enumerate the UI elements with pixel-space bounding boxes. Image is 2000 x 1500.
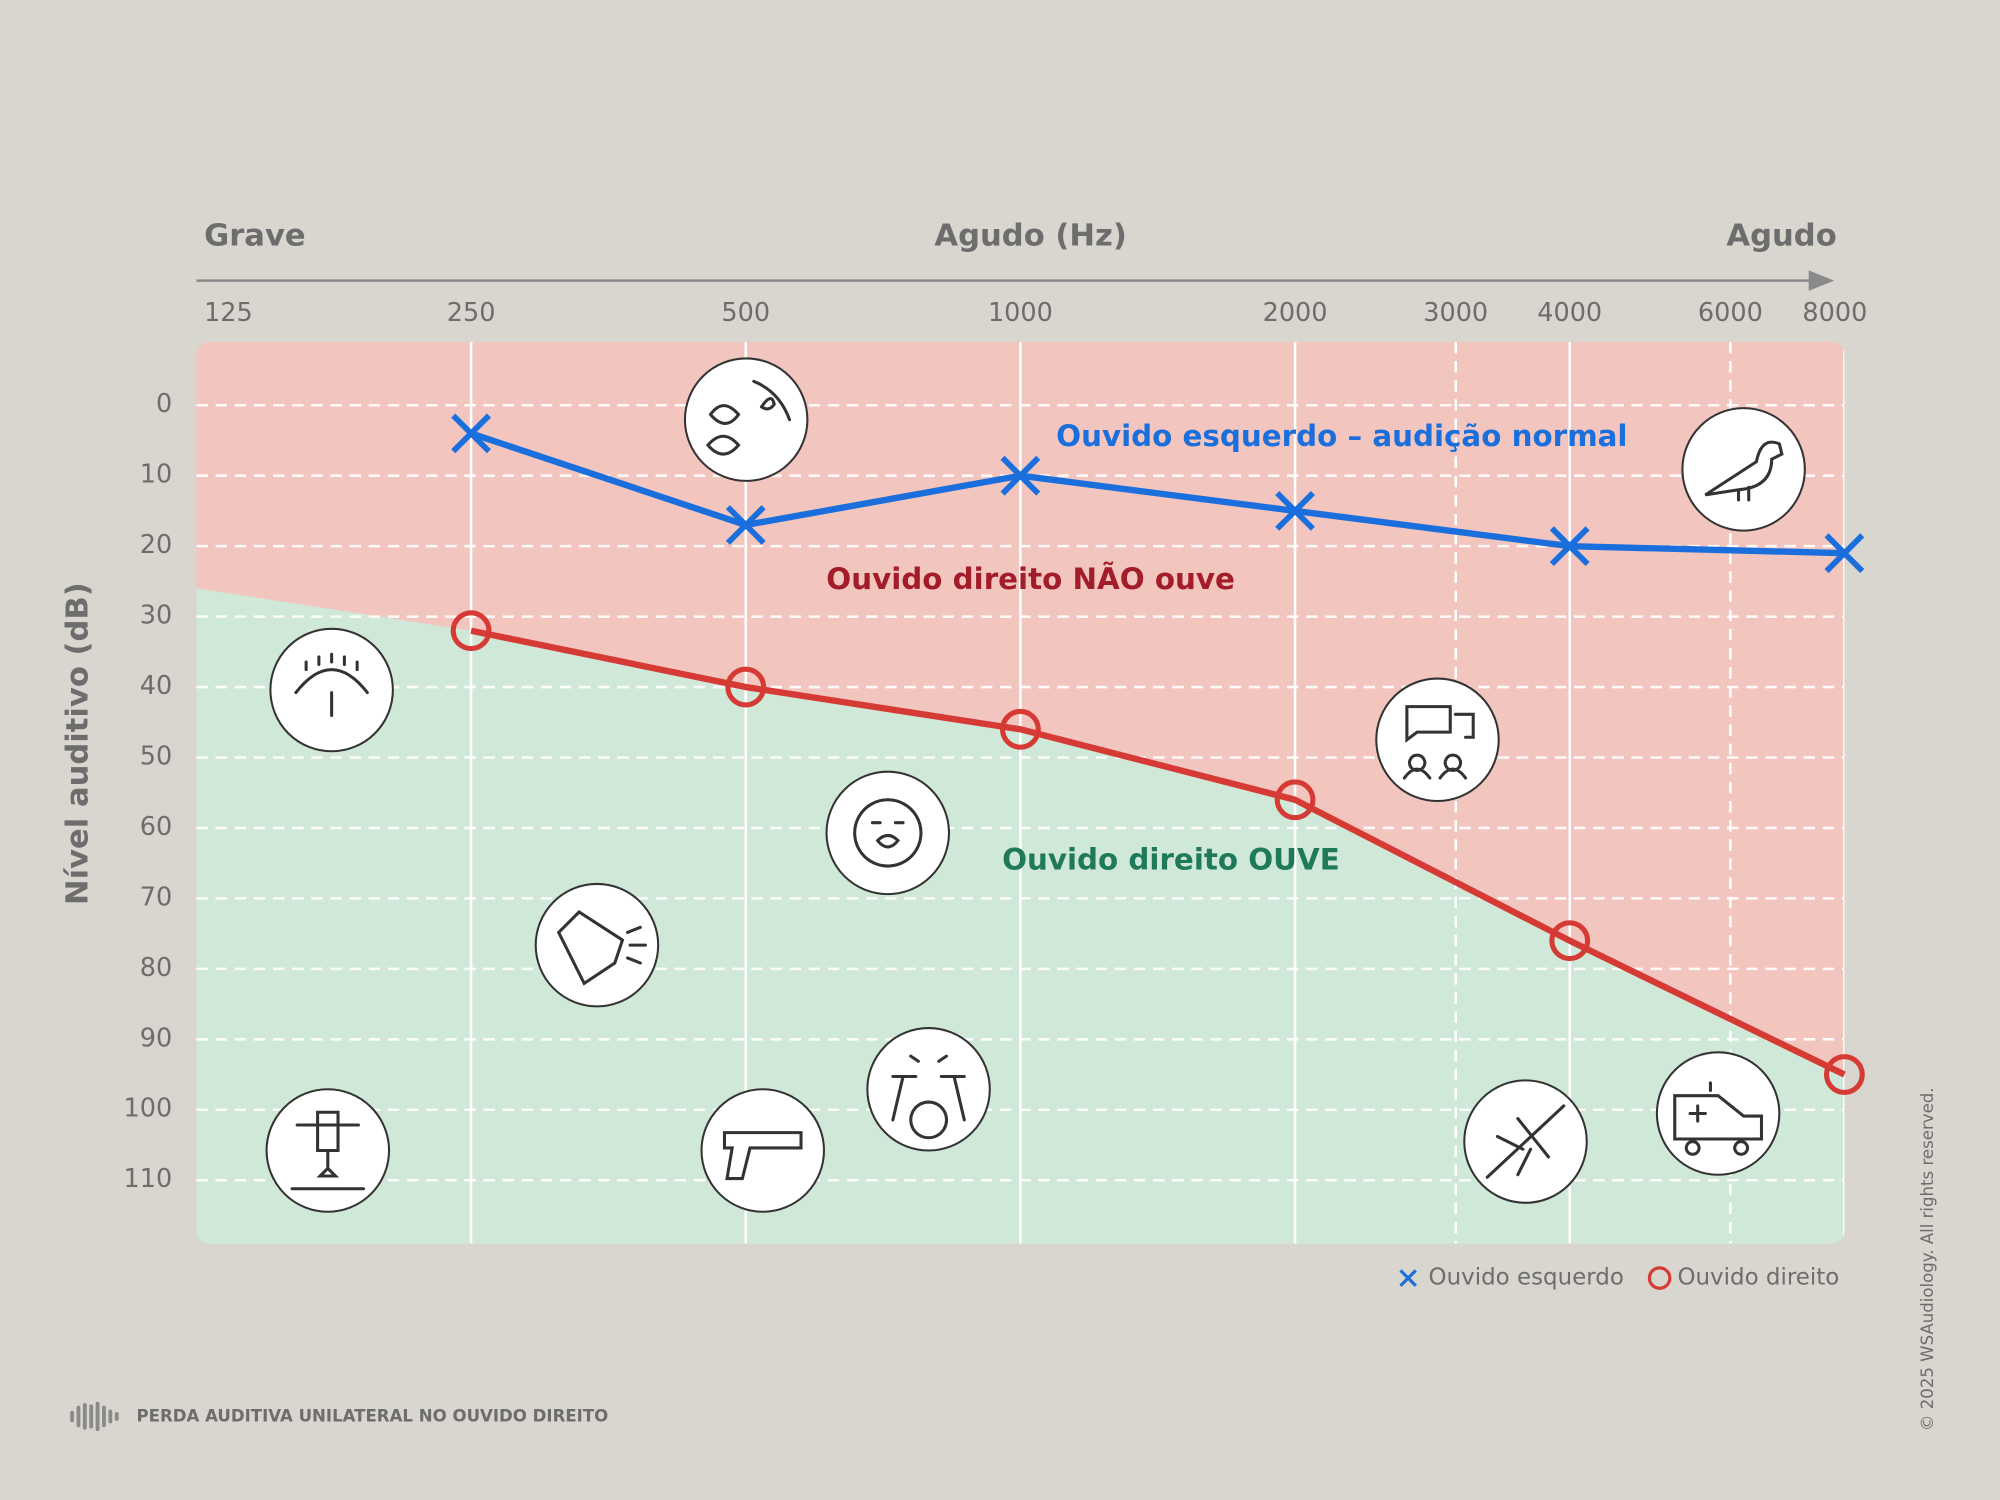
annotation: Ouvido direito NÃO ouve <box>826 560 1235 596</box>
x-tick-label: 250 <box>447 298 496 328</box>
icon-circle <box>534 882 660 1008</box>
legend-label: Ouvido direito <box>1677 1265 1839 1291</box>
icon-glyph <box>294 652 369 718</box>
y-tick-label: 30 <box>140 601 172 631</box>
copyright: © 2025 WSAudiology. All rights reserved. <box>1918 1087 1937 1431</box>
icon-circle <box>825 770 950 896</box>
icon-ambulance <box>1655 1051 1781 1176</box>
icon-circle <box>700 1088 825 1213</box>
y-tick-label: 80 <box>140 953 172 983</box>
icon-umbrella <box>269 627 394 753</box>
marker-x <box>1824 533 1865 574</box>
marker-x <box>451 413 491 454</box>
x-tick-label: 8000 <box>1802 298 1867 328</box>
y-tick-label: 90 <box>140 1023 172 1053</box>
icon-glyph <box>891 1054 966 1140</box>
y-tick-label: 50 <box>140 742 172 772</box>
icon-dog <box>534 882 660 1008</box>
x-tick-label: 2000 <box>1263 298 1328 328</box>
y-axis-title: Nível auditivo (dB) <box>61 582 96 905</box>
icon-circle <box>269 627 394 753</box>
marker-circle <box>450 610 492 652</box>
series-line <box>470 627 1846 1078</box>
axis-arrow-head <box>1808 270 1835 291</box>
legend: Ouvido esquerdo Ouvido direito <box>1399 1265 1839 1291</box>
marker-circle <box>1000 708 1041 750</box>
series-line <box>470 430 1845 557</box>
icon-glyph <box>1704 440 1784 502</box>
icon-glyph <box>556 910 647 986</box>
marker-x <box>725 505 766 545</box>
y-tick-label: 110 <box>124 1164 173 1194</box>
icon-glyph <box>1485 1104 1566 1179</box>
x-tick-label: 6000 <box>1698 298 1763 328</box>
icon-glyph <box>1402 705 1475 780</box>
axis-label-center: Agudo (Hz) <box>934 219 1126 254</box>
x-tick-label: 3000 <box>1423 298 1488 328</box>
marker-circle <box>1823 1054 1865 1095</box>
y-tick-label: 40 <box>140 671 172 701</box>
icon-leaves <box>683 357 809 482</box>
y-tick-label: 60 <box>140 812 172 842</box>
icon-plane <box>1463 1079 1588 1204</box>
x-tick-label: 500 <box>721 298 770 328</box>
legend-label: Ouvido esquerdo <box>1429 1265 1624 1291</box>
icon-drums <box>866 1027 991 1152</box>
legend-marker <box>1647 1266 1672 1290</box>
marker-circle <box>725 666 767 708</box>
x-tick-label: 125 <box>204 298 253 328</box>
icon-glyph <box>706 379 792 456</box>
legend-marker <box>1399 1269 1417 1287</box>
footer: PERDA AUDITIVA UNILATERAL NO OUVIDO DIRE… <box>136 1407 608 1426</box>
annotation: Ouvido esquerdo – audição normal <box>1056 419 1627 453</box>
plot-area <box>196 341 1845 1244</box>
marker-circle <box>1549 920 1591 962</box>
marker-circle <box>1274 779 1316 821</box>
annotation: Ouvido direito OUVE <box>1002 842 1340 876</box>
icon-bird <box>1681 407 1806 532</box>
marker-x <box>1549 526 1590 567</box>
sound-icons <box>265 357 1806 1213</box>
y-tick-label: 10 <box>140 460 172 490</box>
series-layer <box>450 413 1865 1095</box>
y-tick-label: 20 <box>140 530 172 560</box>
icon-baby <box>825 770 950 896</box>
icon-circle <box>1375 677 1500 803</box>
icon-drill <box>265 1088 391 1213</box>
x-tick-label: 4000 <box>1537 298 1602 328</box>
icon-gun <box>700 1088 825 1213</box>
axis-label-left: Grave <box>204 219 306 254</box>
icon-chat <box>1375 677 1500 803</box>
y-tick-label: 100 <box>124 1094 173 1124</box>
icon-glyph <box>290 1110 366 1191</box>
icon-glyph <box>853 798 923 868</box>
y-tick-label: 70 <box>140 882 172 912</box>
marker-x <box>1000 455 1041 496</box>
x-tick-label: 1000 <box>988 298 1053 328</box>
axis-label-right: Agudo <box>1726 219 1836 254</box>
icon-glyph <box>1673 1081 1764 1156</box>
icon-circle <box>866 1027 991 1152</box>
footer-logo <box>70 1401 119 1432</box>
icon-glyph <box>722 1131 803 1181</box>
marker-x <box>1275 491 1315 531</box>
y-tick-label: 0 <box>156 389 172 419</box>
